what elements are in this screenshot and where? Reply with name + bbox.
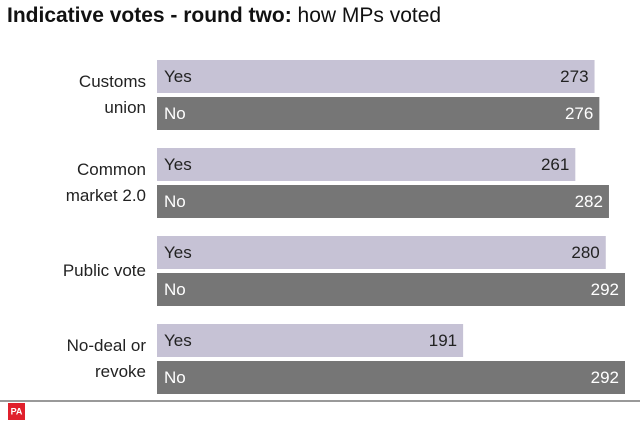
category-label: Common market 2.0 — [65, 160, 146, 205]
bar — [157, 60, 595, 93]
logo-box — [8, 403, 25, 420]
series-label: No — [164, 368, 186, 387]
chart-subtitle: how MPs voted — [297, 4, 442, 27]
series-label: Yes — [164, 155, 192, 174]
value-label: 292 — [591, 280, 619, 299]
category-label: Public vote — [62, 261, 146, 280]
series-label: No — [164, 104, 186, 123]
logo-text: PA — [11, 406, 23, 416]
bar — [157, 361, 625, 394]
series-label: No — [164, 192, 186, 211]
bar — [157, 97, 600, 130]
value-label: 282 — [575, 192, 603, 211]
value-label: 292 — [591, 368, 619, 387]
series-label: Yes — [164, 331, 192, 350]
chart-title: Indicative votes - round two: — [7, 4, 292, 27]
category-label: No-deal or revoke — [66, 336, 146, 381]
series-label: Yes — [164, 243, 192, 262]
bar — [157, 236, 606, 269]
bar — [157, 273, 625, 306]
value-label: 261 — [541, 155, 569, 174]
series-label: No — [164, 280, 186, 299]
bar — [157, 324, 464, 357]
value-label: 273 — [560, 67, 588, 86]
value-label: 276 — [565, 104, 593, 123]
category-label: Customs union — [78, 72, 146, 117]
bar — [157, 185, 609, 218]
bar — [157, 148, 576, 181]
title-block: Indicative votes - round two: how MPs vo… — [7, 4, 441, 28]
value-label: 280 — [571, 243, 599, 262]
value-label: 191 — [429, 331, 457, 350]
series-label: Yes — [164, 67, 192, 86]
